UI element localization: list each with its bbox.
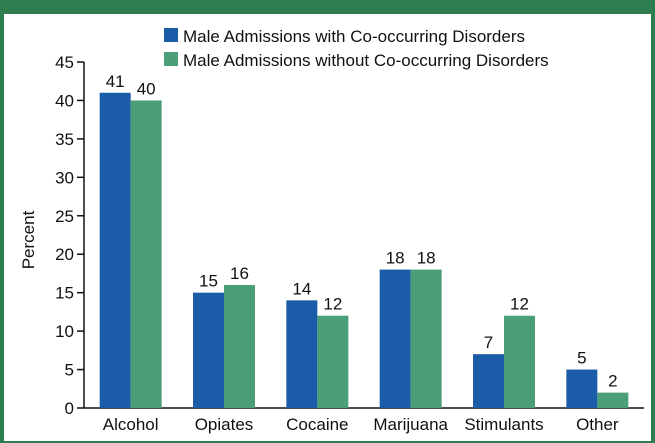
data-label: 18 [417, 249, 436, 268]
legend-swatch-with [164, 28, 178, 42]
bar [410, 269, 442, 408]
bar [566, 369, 598, 408]
x-tick-label: Marijuana [373, 415, 448, 434]
bar [317, 315, 349, 408]
bars: 41 40 15 16 14 12 18 18 7 12 5 2 [99, 72, 629, 408]
y-ticks: 0 5 10 15 20 25 30 35 40 45 [55, 53, 84, 418]
bar [379, 269, 411, 408]
data-label: 12 [323, 295, 342, 314]
bar [504, 315, 535, 408]
x-tick-label: Other [576, 415, 619, 434]
x-tick-label: Alcohol [103, 415, 159, 434]
data-label: 7 [484, 333, 493, 352]
y-tick-label: 40 [55, 91, 74, 110]
y-tick-label: 35 [55, 130, 74, 149]
x-tick-label: Opiates [195, 415, 254, 434]
y-tick-label: 10 [55, 322, 74, 341]
legend-label-with: Male Admissions with Co-occurring Disord… [183, 27, 525, 46]
bar [597, 392, 629, 408]
bar [224, 284, 255, 408]
y-tick-label: 45 [55, 53, 74, 72]
bar [473, 354, 504, 408]
x-tick-label: Cocaine [286, 415, 348, 434]
y-tick-label: 30 [55, 168, 74, 187]
bar [286, 300, 318, 408]
data-label: 14 [292, 279, 311, 298]
data-label: 18 [386, 249, 405, 268]
y-axis-label: Percent [19, 210, 38, 269]
x-tick-label: Stimulants [464, 415, 543, 434]
legend-label-without: Male Admissions without Co-occurring Dis… [183, 51, 549, 70]
data-label: 12 [510, 295, 529, 314]
bar [193, 292, 224, 408]
data-label: 16 [230, 264, 249, 283]
y-tick-label: 5 [65, 361, 74, 380]
legend: Male Admissions with Co-occurring Disord… [164, 27, 549, 70]
y-tick-label: 20 [55, 245, 74, 264]
legend-swatch-without [164, 52, 178, 66]
data-label: 2 [608, 372, 617, 391]
y-tick-label: 15 [55, 284, 74, 303]
data-label: 15 [199, 272, 218, 291]
data-label: 40 [137, 79, 156, 98]
data-label: 5 [577, 349, 586, 368]
bar-chart: Percent Male Admissions with Co-occurrin… [19, 27, 644, 434]
data-label: 41 [106, 72, 125, 91]
y-tick-label: 0 [65, 399, 74, 418]
x-tick-labels: Alcohol Opiates Cocaine Marijuana Stimulants… [103, 415, 619, 434]
bar [130, 100, 162, 408]
y-tick-label: 25 [55, 207, 74, 226]
bar [99, 92, 131, 408]
